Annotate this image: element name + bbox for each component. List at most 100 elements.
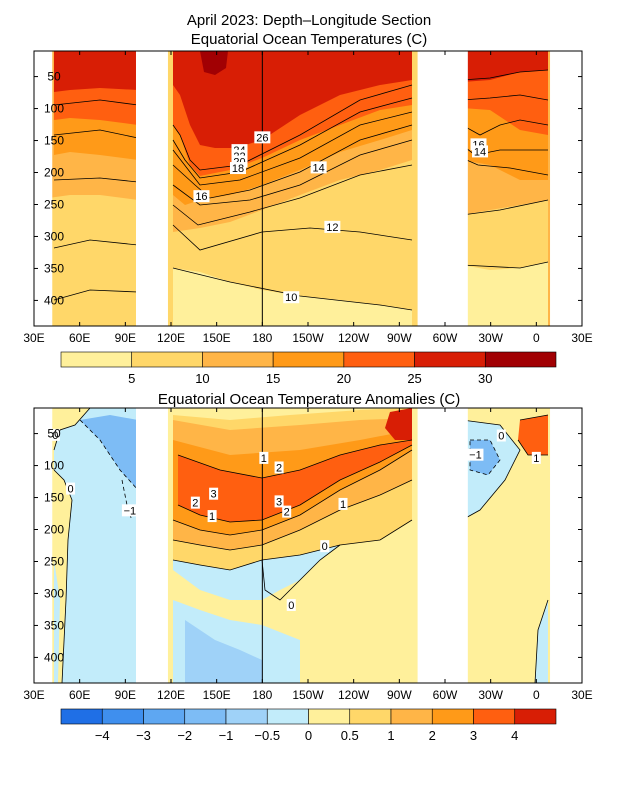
top-contour-line [53, 289, 139, 301]
colorbar-swatch [60, 351, 133, 368]
contour-label: 0 [496, 429, 506, 443]
x-tick-label: 180 [252, 688, 272, 702]
contour-label: 1 [531, 451, 541, 465]
bottom-band-above-4-atlantic [518, 415, 548, 455]
contour-label-bg [190, 496, 200, 509]
contour-label-bg [274, 495, 284, 508]
colorbar-label: −1 [219, 728, 234, 743]
colorbar-label: 2 [429, 728, 436, 743]
top-contour-fill [34, 51, 582, 326]
colorbar-swatch [349, 708, 392, 725]
top-band-25-30-pacific [173, 51, 412, 148]
x-tick-label: 90E [115, 688, 136, 702]
contour-label: −1 [467, 448, 484, 462]
y-tick-label: 50 [47, 427, 61, 441]
contour-label-bg [324, 220, 341, 233]
colorbar-swatch [60, 708, 103, 725]
contour-label-bg [467, 448, 484, 461]
top-contour-line [461, 261, 549, 269]
colorbar-swatch [473, 708, 516, 725]
bottom-colorbar: −4 −3 −2 −1 −0.5 0 0.5 1 2 3 4 [60, 708, 557, 743]
contour-label: 12 [324, 220, 341, 234]
contour-label: 16 [193, 190, 210, 203]
y-tick-label: 150 [44, 491, 64, 505]
contour-label-text: 1 [209, 511, 215, 523]
x-tick-label: 0 [533, 331, 540, 345]
contour-label-bg [286, 598, 296, 611]
bottom-contour-line [461, 419, 521, 521]
no-data-region [417, 408, 468, 683]
colorbar-label: 0 [305, 728, 312, 743]
top-contour-line [461, 157, 549, 176]
colorbar-swatch [414, 351, 486, 368]
y-tick-label: 100 [44, 459, 64, 473]
colorbar-swatch [225, 708, 268, 725]
contour-label-text: −1 [469, 450, 482, 462]
y-tick-label: 250 [44, 197, 64, 211]
top-contour-line [172, 124, 413, 199]
contour-label-text: −1 [124, 505, 137, 517]
top-band-25-30-atlantic [462, 51, 548, 82]
colorbar-swatch [343, 351, 415, 368]
top-no-data-gaps [34, 51, 582, 326]
top-band-below-10-atlantic [462, 262, 548, 326]
contour-label-bg [121, 504, 138, 517]
top-band-25-30 [54, 51, 138, 92]
contour-label-text: 14 [474, 146, 486, 158]
bottom-band-neg-west-lower [54, 560, 60, 683]
bottom-contour-line [177, 439, 413, 479]
contour-label-text: 1 [533, 453, 539, 465]
temperature-chart: April 2023: Depth–Longitude Section Equa… [23, 12, 592, 386]
top-contour-line [53, 239, 139, 249]
y-tick-label: 300 [44, 229, 64, 243]
colorbar-swatch [272, 351, 345, 368]
colorbar-swatch [266, 708, 309, 725]
top-contour-line [172, 164, 413, 226]
colorbar-label: 0.5 [341, 728, 359, 743]
colorbar-label: 3 [470, 728, 477, 743]
x-tick-label: 150W [292, 331, 324, 345]
x-tick-label: 30E [23, 331, 44, 345]
colorbar-swatch [101, 708, 144, 725]
top-band-10-15 [34, 51, 582, 326]
contour-label-text: 0 [52, 430, 58, 442]
colorbar-swatch [131, 351, 203, 368]
x-tick-label: 120W [338, 331, 370, 345]
bottom-contour-line [172, 449, 413, 536]
contour-label-text: 2 [284, 507, 290, 519]
top-chart-title: April 2023: Depth–Longitude Section [187, 12, 431, 29]
contour-label-bg [338, 497, 348, 510]
y-tick-label: 200 [44, 166, 64, 180]
top-contour-line [461, 199, 549, 216]
colorbar-label: −4 [95, 728, 110, 743]
no-data-region [135, 51, 168, 326]
contour-label-text: 26 [256, 132, 268, 144]
contour-label-text: 0 [322, 541, 328, 553]
x-tick-label: 30E [571, 688, 592, 702]
contour-label: 26 [254, 131, 271, 144]
no-data-region [550, 51, 582, 326]
colorbar-swatch [514, 708, 557, 725]
top-x-axis: 30E 60E 90E 120E 150E 180 150W 120W 90W 60W 30W 0 30… [23, 51, 593, 345]
bottom-contour-line [534, 599, 549, 683]
contour-label: 0 [286, 598, 296, 612]
contour-label-bg [282, 505, 292, 518]
bottom-no-data-gaps [34, 408, 582, 683]
no-data-region [550, 408, 582, 683]
colorbar-swatch [484, 351, 557, 368]
top-contour-line [172, 84, 413, 171]
bottom-band-neg-1-west [80, 415, 138, 490]
contour-label-text: 14 [313, 162, 325, 174]
contour-label-bg [193, 190, 210, 203]
colorbar-label: 15 [266, 371, 280, 386]
contour-label-text: 12 [326, 222, 338, 234]
bottom-band-neg-atlantic-deep [535, 600, 548, 683]
x-tick-label: 60W [433, 688, 458, 702]
x-tick-label: 60W [433, 331, 458, 345]
x-tick-label: 30E [571, 331, 592, 345]
y-tick-label: 400 [44, 650, 64, 664]
top-contour-line [172, 224, 413, 251]
contour-label-bg [66, 482, 76, 495]
contour-label: 0 [50, 428, 60, 442]
colorbar-label: 5 [128, 371, 135, 386]
